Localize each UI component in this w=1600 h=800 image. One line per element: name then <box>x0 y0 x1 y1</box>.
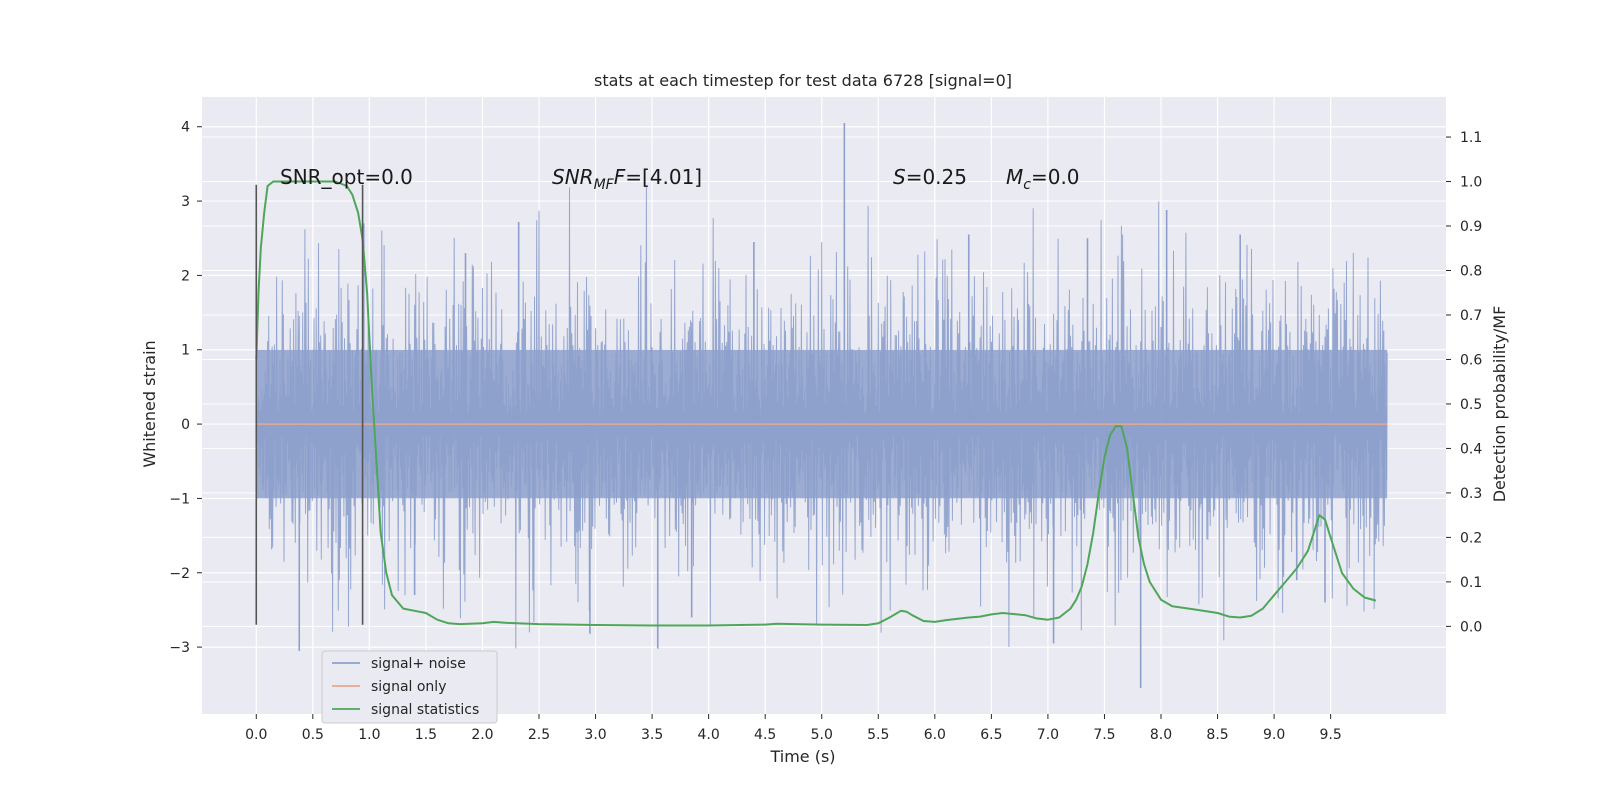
x-tick-label: 3.5 <box>641 727 663 743</box>
annotation-mc-main: M <box>1006 165 1023 189</box>
series-layer <box>255 123 1388 688</box>
x-tick-label: 1.0 <box>358 727 380 743</box>
x-tick-label: 2.0 <box>471 727 493 743</box>
x-tick-label: 9.5 <box>1320 727 1342 743</box>
x-tick-label: 7.0 <box>1037 727 1059 743</box>
chart-title: stats at each timestep for test data 672… <box>594 71 1012 90</box>
x-tick-label: 0.0 <box>245 727 267 743</box>
y2-tick-label: 0.9 <box>1460 219 1482 235</box>
legend-label-signal-statistics: signal statistics <box>371 702 479 718</box>
annotation-s: S=0.25 <box>893 165 967 189</box>
x-tick-label: 4.0 <box>698 727 720 743</box>
y-tick-label: 1 <box>181 343 190 359</box>
y2-axis-ticks: 1.1 1.0 0.9 0.8 0.7 0.6 0.5 0.4 0.3 0.2 0.1 0.0 <box>1446 130 1482 635</box>
annotation-snr-mf-main: SNR <box>552 165 594 189</box>
y2-tick-label: 0.1 <box>1460 575 1482 591</box>
y-tick-label: 0 <box>181 417 190 433</box>
legend-label-signal-noise: signal+ noise <box>371 656 466 672</box>
annotation-s-var: S <box>893 165 906 189</box>
x-axis-label: Time (s) <box>769 747 835 766</box>
y-axis-ticks: 4 3 2 1 0 −1 −2 −3 <box>169 120 202 656</box>
y2-tick-label: 1.1 <box>1460 130 1482 146</box>
y2-tick-label: 0.4 <box>1460 441 1482 457</box>
y2-tick-label: 0.5 <box>1460 397 1482 413</box>
y2-axis-label: Detection probability/MF <box>1490 306 1509 503</box>
x-tick-label: 8.5 <box>1206 727 1228 743</box>
x-tick-label: 5.0 <box>811 727 833 743</box>
x-tick-label: 5.5 <box>867 727 889 743</box>
y2-tick-label: 0.8 <box>1460 263 1482 279</box>
annotation-snr-mf-sub: MF <box>594 177 615 193</box>
legend: signal+ noise signal only signal statist… <box>321 650 498 724</box>
annotation-snr-mf: SNRMFF=[4.01] <box>552 165 702 193</box>
y-tick-label: 4 <box>181 120 190 136</box>
legend-box <box>321 650 498 724</box>
x-axis-ticks: 0.0 0.5 1.0 1.5 2.0 2.5 3.0 3.5 4.0 4.5 5.0 5.5 6.0 6… <box>245 714 1342 743</box>
y2-tick-label: 0.7 <box>1460 308 1482 324</box>
vertical-markers <box>255 184 364 625</box>
x-tick-label: 1.5 <box>415 727 437 743</box>
y2-tick-label: 0.0 <box>1460 619 1482 635</box>
y-tick-label: −2 <box>169 566 190 582</box>
y2-tick-label: 0.2 <box>1460 530 1482 546</box>
x-tick-label: 6.5 <box>980 727 1002 743</box>
annotation-snr-opt: SNR_opt=0.0 <box>280 165 413 189</box>
x-tick-label: 0.5 <box>302 727 324 743</box>
annotation-mc-sub: c <box>1023 177 1031 193</box>
annotation-s-value: =0.25 <box>906 165 967 189</box>
annotation-mc-value: =0.0 <box>1031 165 1080 189</box>
annotation-mc: Mc=0.0 <box>1006 165 1080 193</box>
x-tick-label: 6.0 <box>924 727 946 743</box>
y2-tick-label: 1.0 <box>1460 175 1482 191</box>
y2-tick-label: 0.3 <box>1460 486 1482 502</box>
x-tick-label: 2.5 <box>528 727 550 743</box>
x-tick-label: 7.5 <box>1093 727 1115 743</box>
y-tick-label: −1 <box>169 491 190 507</box>
y-axis-label: Whitened strain <box>140 340 159 467</box>
y2-tick-label: 0.6 <box>1460 352 1482 368</box>
legend-label-signal-only: signal only <box>371 679 446 695</box>
x-tick-label: 8.0 <box>1150 727 1172 743</box>
annotation-snr-mf-value: =[4.01] <box>625 165 702 189</box>
y-tick-label: −3 <box>169 640 190 656</box>
y-tick-label: 3 <box>181 194 190 210</box>
x-tick-label: 4.5 <box>754 727 776 743</box>
x-tick-label: 3.0 <box>584 727 606 743</box>
y-tick-label: 2 <box>181 268 190 284</box>
x-tick-label: 9.0 <box>1263 727 1285 743</box>
